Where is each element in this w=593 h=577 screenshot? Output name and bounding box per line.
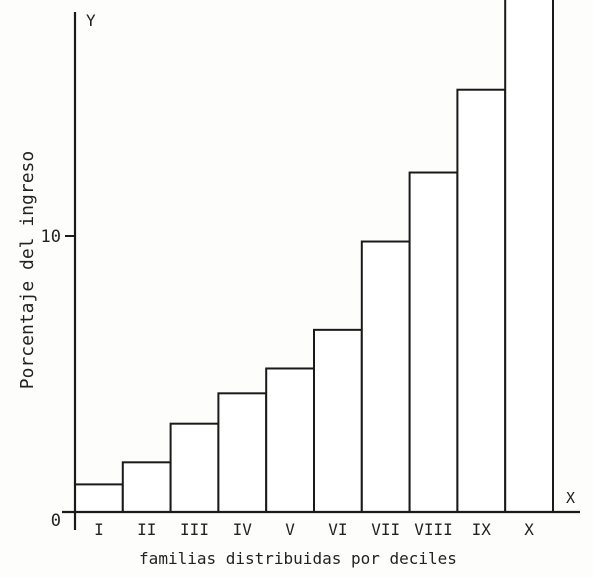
axes — [62, 12, 580, 530]
x-axis-letter: X — [566, 489, 575, 507]
y-axis-title: Porcentaje del ingreso — [17, 151, 38, 389]
y-axis-letter: Y — [86, 11, 96, 30]
x-tick-label-VII: VII — [371, 520, 400, 539]
bar-IV — [217, 392, 268, 514]
y-tick-label-10: 10 — [41, 227, 61, 247]
bar-II — [121, 461, 172, 514]
bar-III — [169, 422, 220, 513]
x-axis-title: familias distribuidas por deciles — [139, 549, 457, 568]
x-tick-label-IV: IV — [233, 520, 253, 539]
x-tick-label-I: I — [94, 520, 104, 539]
x-tick-label-IX: IX — [472, 520, 492, 539]
x-tick-label-VIII: VIII — [414, 520, 453, 539]
y-tick-label-0: 0 — [51, 511, 61, 531]
bar-I — [74, 483, 124, 513]
bar-VII — [360, 240, 411, 514]
bars — [74, 0, 555, 514]
bar-VIII — [408, 171, 459, 514]
bar-V — [265, 367, 316, 514]
x-tick-label-II: II — [137, 520, 156, 539]
bar-IX — [456, 88, 507, 513]
x-tick-label-III: III — [180, 520, 209, 539]
x-tick-label-VI: VI — [328, 520, 347, 539]
labels: 01020304050IIIIIIIVVVIVIIVIIIIXXYXfamili… — [17, 11, 575, 568]
bar-X — [504, 0, 555, 513]
x-tick-label-X: X — [524, 520, 534, 539]
bar-VI — [313, 328, 363, 513]
x-tick-label-V: V — [285, 520, 295, 539]
